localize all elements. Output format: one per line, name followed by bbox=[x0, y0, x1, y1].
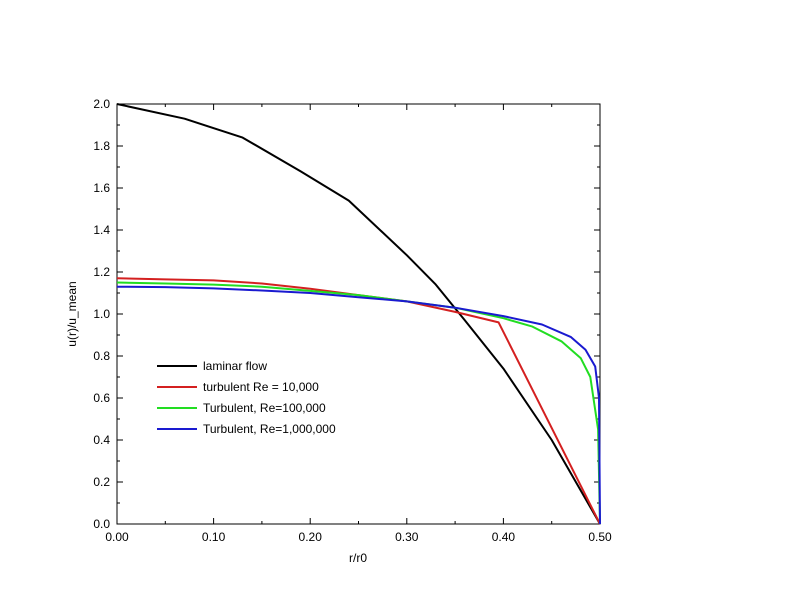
y-tick-label: 1.8 bbox=[93, 139, 110, 153]
y-tick-label: 0.8 bbox=[93, 349, 110, 363]
x-tick-label: 0.40 bbox=[492, 530, 516, 544]
legend-label: turbulent Re = 10,000 bbox=[203, 380, 319, 394]
y-tick-label: 0.0 bbox=[93, 517, 110, 531]
y-tick-label: 0.2 bbox=[93, 475, 110, 489]
x-tick-label: 0.10 bbox=[202, 530, 226, 544]
y-tick-label: 0.4 bbox=[93, 433, 110, 447]
legend-label: Turbulent, Re=100,000 bbox=[203, 401, 326, 415]
y-tick-label: 1.0 bbox=[93, 307, 110, 321]
series-line-turbulent-re-1-000-000 bbox=[116, 285, 601, 525]
x-tick-label: 0.20 bbox=[299, 530, 323, 544]
series-line-turbulent-re-10-000 bbox=[116, 277, 601, 525]
legend: laminar flow turbulent Re = 10,000 Turbule… bbox=[157, 359, 336, 436]
y-tick-label: 1.6 bbox=[93, 181, 110, 195]
y-tick-label: 0.6 bbox=[93, 391, 110, 405]
x-tick-label: 0.30 bbox=[395, 530, 419, 544]
axis-ticks bbox=[116, 103, 601, 525]
x-tick-label: 0.00 bbox=[105, 530, 129, 544]
x-axis-label: r/r0 bbox=[349, 551, 367, 565]
x-tick-label: 0.50 bbox=[588, 530, 612, 544]
y-axis-label: u(r)/u_mean bbox=[65, 281, 79, 346]
legend-label: laminar flow bbox=[203, 359, 267, 373]
y-tick-label: 2.0 bbox=[93, 97, 110, 111]
y-tick-label: 1.4 bbox=[93, 223, 110, 237]
plot-frame bbox=[116, 103, 601, 525]
legend-label: Turbulent, Re=1,000,000 bbox=[203, 422, 336, 436]
series-line-laminar-flow bbox=[116, 103, 601, 525]
y-tick-label: 1.2 bbox=[93, 265, 110, 279]
series-lines bbox=[116, 103, 601, 525]
tick-labels: 0.00 0.10 0.20 0.30 0.40 0.50 0.0 0.2 0.4 0.6 0.8 1… bbox=[93, 97, 612, 544]
